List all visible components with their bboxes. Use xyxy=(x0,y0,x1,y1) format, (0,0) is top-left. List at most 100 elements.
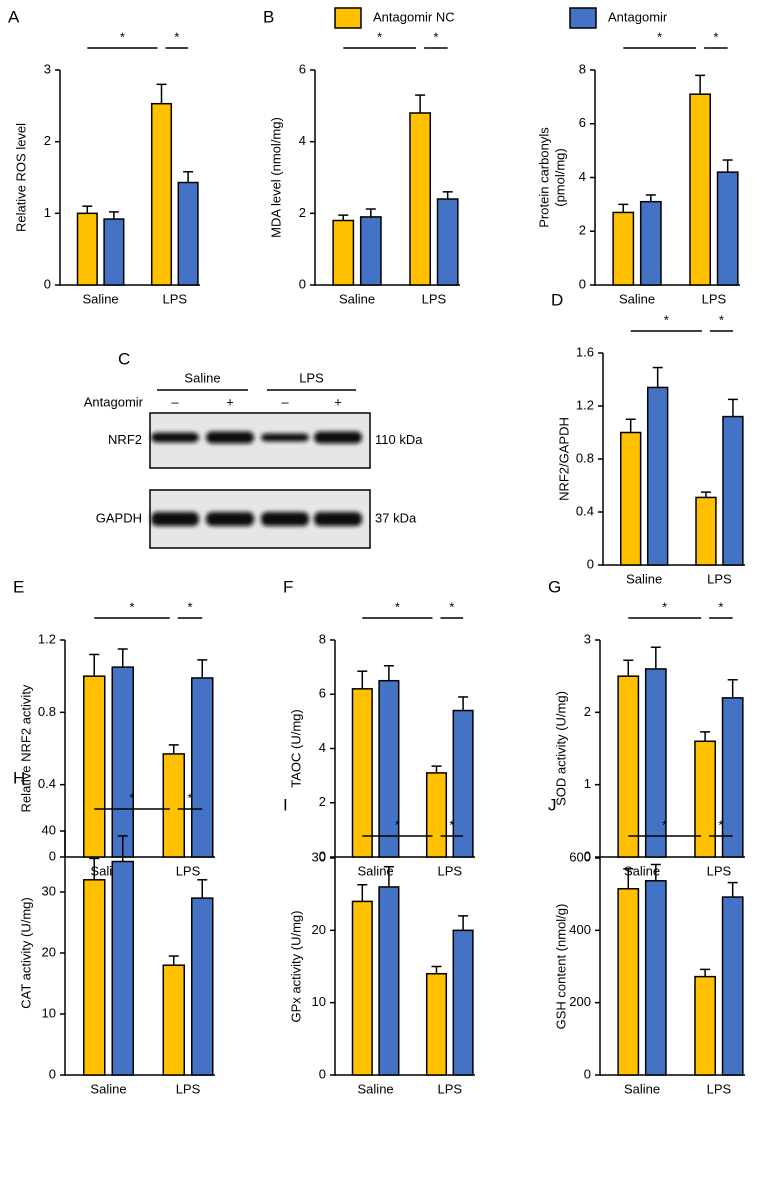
x-tick-label: LPS xyxy=(707,571,732,586)
significance-label: * xyxy=(395,599,400,614)
bar xyxy=(620,431,642,566)
bar xyxy=(191,897,214,1076)
x-tick-label: LPS xyxy=(707,863,732,878)
y-tick-label: 600 xyxy=(569,849,591,864)
y-tick-label: 0.8 xyxy=(576,450,594,465)
bar xyxy=(359,216,382,286)
y-tick-label: 4 xyxy=(299,133,306,148)
bar xyxy=(694,740,717,858)
significance-label: * xyxy=(718,599,723,614)
x-tick-label: Saline xyxy=(624,1081,660,1096)
significance-label: * xyxy=(395,817,400,832)
bar xyxy=(191,677,214,858)
bar xyxy=(617,887,640,1076)
legend-label: Antagomir xyxy=(608,9,668,24)
y-axis-label: Relative ROS level xyxy=(13,123,28,232)
bar xyxy=(83,879,106,1076)
x-tick-label: LPS xyxy=(176,1081,201,1096)
bar xyxy=(177,181,199,286)
y-tick-label: 8 xyxy=(319,631,326,646)
legend-swatch xyxy=(569,7,597,29)
panel-label: I xyxy=(283,795,288,814)
bar xyxy=(76,212,98,286)
y-axis-label: GSH content (nmol/g) xyxy=(553,904,568,1030)
significance-label: * xyxy=(433,29,438,44)
x-tick-label: Saline xyxy=(90,1081,126,1096)
y-tick-label: 4 xyxy=(319,740,326,755)
bar xyxy=(332,219,355,286)
bar xyxy=(83,675,106,858)
panel-label: B xyxy=(263,7,274,26)
y-tick-label: 6 xyxy=(299,61,306,76)
y-axis-label: TAOC (U/mg) xyxy=(288,709,303,787)
y-tick-label: 0.4 xyxy=(576,503,594,518)
y-tick-label: 0.8 xyxy=(38,704,56,719)
significance-label: * xyxy=(449,817,454,832)
band-name: GAPDH xyxy=(96,510,142,525)
y-tick-label: 3 xyxy=(584,631,591,646)
bar xyxy=(351,688,373,858)
bar xyxy=(646,386,669,566)
x-tick-label: LPS xyxy=(176,863,201,878)
significance-label: * xyxy=(657,29,662,44)
y-axis-label: SOD activity (U/mg) xyxy=(553,691,568,806)
bar xyxy=(111,666,134,858)
y-tick-label: 0 xyxy=(49,848,56,863)
bar xyxy=(617,675,640,858)
significance-label: * xyxy=(718,817,723,832)
y-tick-label: 200 xyxy=(569,994,591,1009)
lane-label: + xyxy=(334,394,342,409)
bar xyxy=(452,709,474,858)
x-tick-label: LPS xyxy=(707,1081,732,1096)
bar xyxy=(721,896,744,1076)
y-tick-label: 0.4 xyxy=(38,776,56,791)
y-tick-label: 0 xyxy=(579,276,586,291)
significance-label: * xyxy=(377,29,382,44)
bar xyxy=(425,772,448,858)
significance-label: * xyxy=(719,312,724,327)
bar xyxy=(716,171,739,286)
significance-label: * xyxy=(713,29,718,44)
y-axis-label: GPx activity (U/mg) xyxy=(288,911,303,1023)
blot-band xyxy=(151,512,199,526)
y-tick-label: 30 xyxy=(312,849,326,864)
lane-label: + xyxy=(226,394,234,409)
x-tick-label: LPS xyxy=(163,291,188,306)
panel-label: D xyxy=(551,290,563,309)
y-tick-label: 6 xyxy=(319,686,326,701)
y-tick-label: 6 xyxy=(579,115,586,130)
blot-band xyxy=(206,431,254,444)
y-tick-label: 0 xyxy=(49,1066,56,1081)
blot-band xyxy=(261,512,309,526)
band-name: NRF2 xyxy=(108,432,142,447)
y-axis-label: NRF2/GAPDH xyxy=(556,417,571,501)
blot-band xyxy=(261,433,309,442)
bar xyxy=(436,198,459,286)
x-tick-label: Saline xyxy=(626,571,662,586)
bar xyxy=(452,929,474,1076)
bar xyxy=(378,679,400,858)
y-axis-label: MDA level (nmol/mg) xyxy=(268,117,283,238)
bar xyxy=(639,200,662,286)
significance-label: * xyxy=(187,599,192,614)
blot-band xyxy=(151,432,199,443)
legend-label: Antagomir NC xyxy=(373,9,455,24)
bar xyxy=(689,93,712,286)
blot-band xyxy=(206,512,254,526)
y-axis-label: Relative NRF2 activity xyxy=(18,684,33,812)
y-tick-label: 0 xyxy=(299,276,306,291)
x-tick-label: LPS xyxy=(438,863,463,878)
panel-label: J xyxy=(548,795,557,814)
y-tick-label: 0 xyxy=(44,276,51,291)
significance-label: * xyxy=(662,817,667,832)
y-tick-label: 0 xyxy=(319,1066,326,1081)
band-size: 37 kDa xyxy=(375,510,417,525)
y-tick-label: 2 xyxy=(579,223,586,238)
lane-label: – xyxy=(171,394,179,409)
significance-label: * xyxy=(662,599,667,614)
blot-band xyxy=(314,512,362,526)
y-tick-label: 1 xyxy=(44,205,51,220)
y-tick-label: 0 xyxy=(584,848,591,863)
y-tick-label: 30 xyxy=(42,883,56,898)
